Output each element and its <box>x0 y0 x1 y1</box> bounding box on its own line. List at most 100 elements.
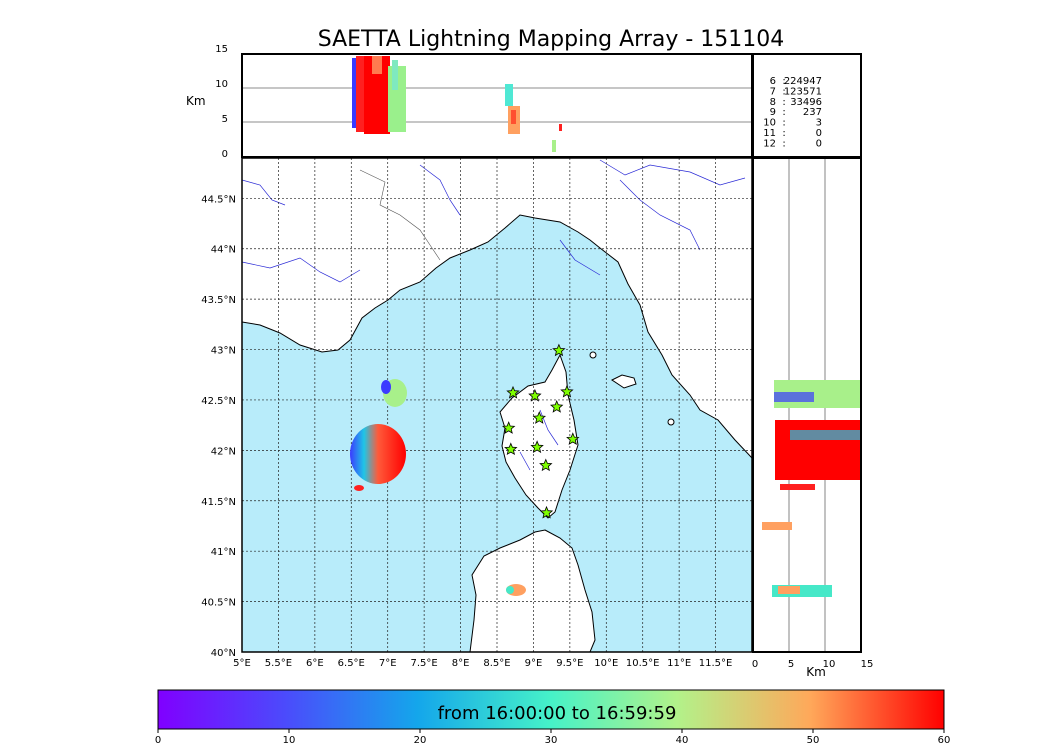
lat-tick-label: 41°N <box>211 547 236 558</box>
station-star-icon <box>528 388 542 402</box>
colorbar-tick-label: 0 <box>155 735 161 746</box>
count-value: 0 <box>816 138 822 149</box>
right-sources-orange <box>762 522 792 530</box>
top-sources-orange <box>372 56 382 74</box>
lat-tick-label: 40°N <box>211 648 236 659</box>
right-sources-cyan <box>790 430 860 440</box>
chart-title: SAETTA Lightning Mapping Array - 151104 <box>318 27 785 52</box>
lon-tick-label: 11.5°E <box>699 658 733 669</box>
lon-tick-label: 5°E <box>233 658 251 669</box>
count-station-number: 11 <box>763 128 776 139</box>
lon-tick-label: 11°E <box>667 658 691 669</box>
top-sources-blue <box>352 58 358 128</box>
top-ylabel: Km <box>186 94 206 108</box>
right-xtick-15: 15 <box>861 659 874 670</box>
corsica-land <box>499 353 579 519</box>
lon-tick-label: 9.5°E <box>556 658 583 669</box>
top-sources-cell2-red <box>511 110 516 124</box>
station-star-icon <box>502 421 516 434</box>
colorbar-ticks: 0 10 20 30 40 50 60 <box>155 729 951 746</box>
river-alps <box>419 164 701 276</box>
count-station-number: 12 <box>763 138 776 149</box>
source-count-frame <box>752 53 862 158</box>
count-value: 237 <box>803 107 822 118</box>
count-station-number: 10 <box>763 118 776 129</box>
station-star-icon <box>506 385 520 399</box>
station-star-icon <box>552 343 566 357</box>
lat-tick-label: 43.5°N <box>201 295 236 306</box>
colorbar-gradient <box>157 689 945 730</box>
colorbar: from 16:00:00 to 16:59:59 0 10 20 30 40 50 60 <box>155 689 951 746</box>
count-station-number: 6 <box>770 76 776 87</box>
right-xlabel: Km <box>806 665 826 679</box>
source-cluster-west-north-blue <box>381 380 391 394</box>
lon-tick-label: 6°E <box>306 658 324 669</box>
colorbar-tick-label: 10 <box>283 735 296 746</box>
source-cluster-west-main <box>350 424 406 484</box>
count-separator: : <box>782 138 785 149</box>
lon-tick-label: 8.5°E <box>483 658 510 669</box>
lon-tick-label: 9°E <box>525 658 543 669</box>
count-separator: : <box>782 118 785 129</box>
top-ytick-5: 5 <box>222 114 228 125</box>
count-value: 0 <box>816 128 822 139</box>
capraia-land <box>589 351 597 359</box>
source-cluster-sardinia-cyan <box>506 586 514 594</box>
station-star-icon <box>539 458 553 472</box>
count-separator: : <box>782 128 785 139</box>
colorbar-tick-label: 50 <box>807 735 820 746</box>
sardinia-land <box>469 529 596 652</box>
right-xtick-10: 10 <box>823 659 836 670</box>
map-tick-labels: 5°E 5.5°E 6°E 6.5°E 7°E 7.5°E 8°E 8.5°E 9°E 9.5°E… <box>201 194 732 669</box>
colorbar-tick-label: 30 <box>545 735 558 746</box>
lon-altitude-background <box>242 54 752 157</box>
right-sources-blue <box>774 392 814 402</box>
top-ytick-10: 10 <box>215 79 228 90</box>
count-station-number: 9 <box>770 107 776 118</box>
colorbar-label: from 16:00:00 to 16:59:59 <box>438 703 677 724</box>
river-po <box>599 159 746 186</box>
count-station-number: 7 <box>770 86 776 97</box>
station-star-icon <box>560 384 574 398</box>
map-gridlines <box>242 158 752 652</box>
count-separator: : <box>782 107 785 118</box>
lon-tick-label: 7°E <box>379 658 397 669</box>
station-star-icon <box>566 432 580 445</box>
map-panel: 5°E 5.5°E 6°E 6.5°E 7°E 7.5°E 8°E 8.5°E 9°E 9.5°E… <box>201 157 753 669</box>
count-station-number: 8 <box>770 97 776 108</box>
count-value: 224947 <box>784 76 822 87</box>
top-sources-cell2-cyan <box>505 84 513 106</box>
lat-tick-label: 42.5°N <box>201 396 236 407</box>
lon-altitude-panel: 15 10 5 0 Km <box>186 44 753 160</box>
station-markers <box>502 343 580 519</box>
station-star-icon <box>530 440 544 454</box>
right-xtick-5: 5 <box>788 659 794 670</box>
elba-land <box>611 374 637 389</box>
lon-tick-label: 5.5°E <box>265 658 292 669</box>
count-separator: : <box>782 97 785 108</box>
count-separator: : <box>782 86 785 97</box>
station-star-icon <box>550 399 564 413</box>
lat-tick-label: 43°N <box>211 346 236 357</box>
right-sources-red-low <box>780 484 815 490</box>
right-xtick-0: 0 <box>752 659 758 670</box>
lon-tick-label: 10.5°E <box>626 658 660 669</box>
lat-tick-label: 41.5°N <box>201 497 236 508</box>
lon-tick-label: 6.5°E <box>338 658 365 669</box>
lon-tick-label: 8°E <box>452 658 470 669</box>
altitude-lat-panel: 0 5 10 15 Km <box>752 157 874 679</box>
lon-tick-label: 10°E <box>594 658 618 669</box>
count-value: 33496 <box>790 97 822 108</box>
lat-tick-label: 42°N <box>211 446 236 457</box>
giglio-land <box>667 418 675 426</box>
count-value: 123571 <box>784 86 822 97</box>
lon-tick-label: 7.5°E <box>411 658 438 669</box>
top-sources-red-a <box>356 56 366 132</box>
lat-tick-label: 44.5°N <box>201 194 236 205</box>
station-star-icon <box>504 442 518 456</box>
colorbar-tick-label: 40 <box>676 735 689 746</box>
source-cluster-west-south <box>354 485 364 491</box>
colorbar-tick-label: 60 <box>938 735 951 746</box>
station-star-icon <box>539 505 554 519</box>
